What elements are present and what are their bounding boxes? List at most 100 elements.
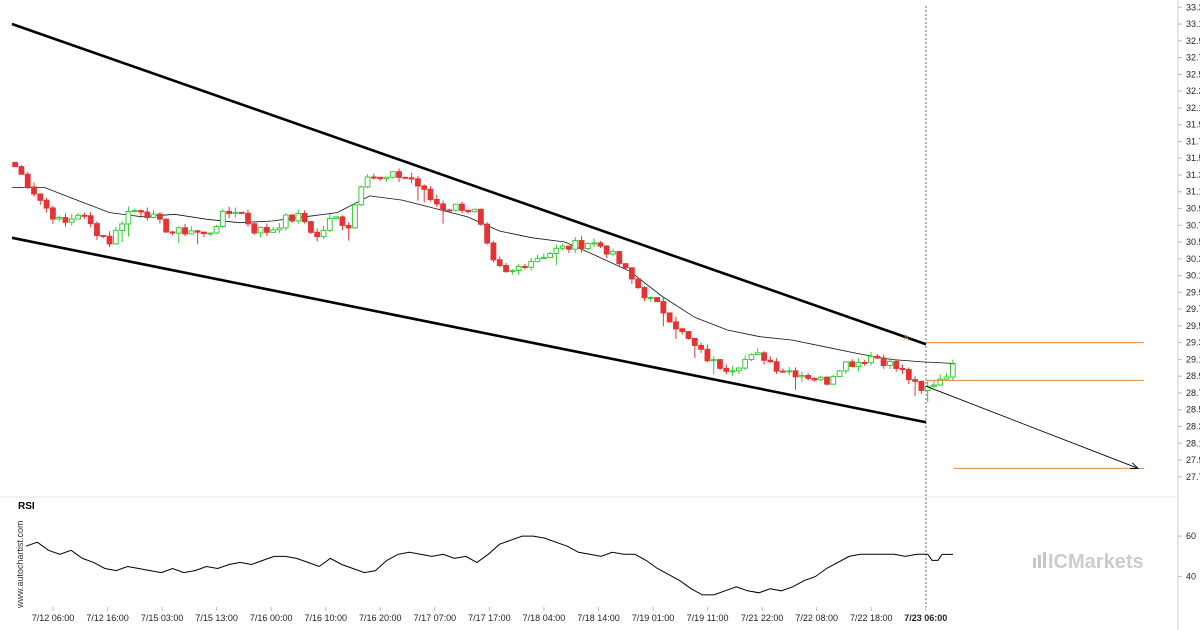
candle-body-bear	[635, 278, 642, 289]
candle	[452, 203, 459, 212]
candle	[698, 342, 705, 353]
time-tick-label: 7/19 01:00	[632, 613, 675, 623]
candle	[673, 316, 679, 339]
candle	[377, 176, 384, 182]
candle-body-bull	[213, 225, 220, 234]
candle	[465, 209, 472, 214]
candle	[754, 348, 761, 356]
watermark-brand: ICMarkets	[1048, 551, 1144, 573]
candle	[339, 215, 346, 231]
price-tick-label: 29.1492	[1186, 354, 1200, 364]
candle	[12, 161, 19, 168]
candle	[616, 251, 623, 266]
candle	[691, 337, 698, 358]
candle-body-bull	[949, 363, 956, 378]
candle	[584, 242, 591, 250]
candle	[24, 172, 31, 189]
candle-body-bear	[603, 245, 610, 255]
price-tick-label: 28.7492	[1186, 388, 1200, 398]
candle	[685, 330, 692, 340]
candle-body-bull	[207, 232, 214, 235]
candle	[289, 214, 295, 223]
rsi-title: RSI	[18, 501, 35, 512]
candle	[389, 171, 396, 179]
time-tick-label: 7/21 22:00	[741, 613, 784, 623]
candle-body-bull	[452, 203, 459, 211]
candle	[842, 361, 849, 374]
candle	[509, 269, 516, 275]
candle	[50, 205, 56, 224]
candle-body-bear	[761, 352, 767, 361]
candle	[232, 207, 239, 218]
candle-body-bear	[144, 211, 151, 218]
candle	[207, 232, 214, 237]
candle-body-bull	[352, 204, 358, 229]
candle-body-bull	[786, 370, 793, 373]
candle-body-bull	[584, 243, 591, 249]
time-tick-label: 7/16 10:00	[304, 613, 347, 623]
candle	[830, 374, 837, 385]
candle-body-bear	[308, 221, 314, 233]
candle-body-bull	[559, 245, 566, 249]
candle-body-bear	[289, 214, 295, 222]
candle	[295, 209, 302, 224]
candle-body-bull	[509, 270, 516, 273]
candle-body-bull	[131, 210, 138, 213]
candle-body-bear	[301, 212, 308, 223]
price-tick-label: 33.3492	[1186, 2, 1200, 12]
candle	[219, 208, 226, 228]
candle-body-bull	[830, 376, 837, 385]
candle-body-bear	[226, 210, 233, 214]
candle	[213, 224, 220, 235]
candle	[396, 168, 402, 183]
candle	[138, 209, 144, 216]
candle	[308, 220, 314, 235]
candle-body-bear	[87, 215, 94, 225]
rsi-line-tail	[927, 553, 953, 561]
candle	[792, 367, 799, 390]
candle	[811, 377, 818, 382]
candle-body-bull	[364, 176, 371, 188]
candle-body-bull	[798, 374, 805, 378]
candle	[931, 381, 937, 388]
candle	[641, 286, 648, 302]
candle-body-bull	[572, 240, 579, 250]
rsi-tick-label: 40	[1186, 572, 1196, 582]
candle	[112, 227, 119, 245]
candle	[43, 197, 50, 213]
candle	[282, 213, 289, 231]
candle-body-bull	[257, 226, 264, 234]
candle-body-bull	[924, 385, 931, 391]
price-tick-label: 29.9492	[1186, 287, 1200, 297]
price-tick-label: 32.5492	[1186, 69, 1200, 79]
candle-body-bull	[735, 367, 742, 372]
candle	[899, 364, 906, 375]
candle-body-bear	[660, 301, 667, 314]
price-tick-label: 30.1492	[1186, 271, 1200, 281]
candle-body-bear	[685, 331, 692, 339]
candle-body-bull	[276, 227, 283, 231]
candle	[798, 371, 805, 382]
candle-body-bear	[465, 209, 472, 213]
candle-body-bear	[484, 223, 491, 244]
candle	[559, 243, 566, 251]
candle-body-bull	[553, 247, 560, 254]
candle-body-bear	[396, 171, 402, 178]
candle	[358, 185, 365, 207]
pattern-lines-layer: A	[11, 22, 1144, 470]
candle	[345, 222, 352, 241]
candle	[597, 240, 604, 248]
candle-body-bear	[251, 223, 258, 234]
time-tick-label: 7/16 20:00	[359, 613, 402, 623]
candle-body-bear	[370, 176, 377, 179]
candle-body-bull	[175, 227, 182, 234]
price-tick-label: 27.7492	[1186, 472, 1200, 482]
candle	[68, 214, 75, 226]
candle-body-bear	[641, 287, 648, 299]
time-tick-label: 7/16 00:00	[250, 613, 293, 623]
candle	[861, 359, 868, 366]
candle	[943, 372, 950, 380]
price-axis: 33.3492 33.1492 32.9492 32.7492 32.5492 32.34…	[1177, 0, 1200, 630]
price-tick-label: 30.5492	[1186, 237, 1200, 247]
